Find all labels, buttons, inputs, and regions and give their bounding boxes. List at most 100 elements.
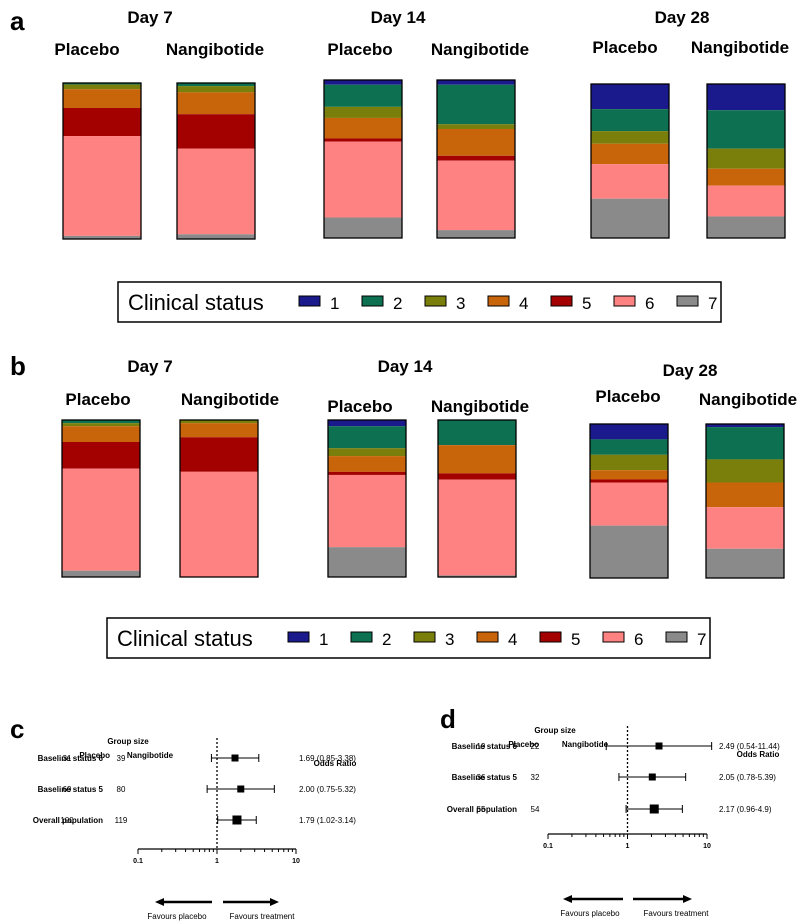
bar-segment-status-7 [437,230,515,238]
row-label: Baseline status 5 [38,785,104,794]
legend-swatch-3 [424,295,447,307]
legend-label-2: 2 [382,630,391,649]
row-treatment-n: 22 [531,742,540,751]
bar-outline [323,79,403,239]
bar-segment-status-5 [63,107,141,137]
favours-placebo-label: Favours placebo [560,909,620,918]
row-treatment-n: 80 [117,785,126,794]
bar-segment-status-3 [62,423,140,427]
row-placebo-n: 36 [477,773,486,782]
x-tick-label: 0.1 [133,858,143,865]
bar-segment-status-7 [590,525,668,578]
bar-segment-status-7 [328,547,406,577]
row-treatment-n: 119 [115,816,128,825]
row-treatment-n: 39 [117,754,126,763]
bar-segment-status-1 [590,424,668,440]
panel-letter-d: d [440,704,456,734]
legend-swatch-7 [676,295,699,307]
legend-label-5: 5 [582,294,591,313]
bar-segment-status-1 [706,424,784,428]
bar-segment-status-1 [707,84,785,111]
bar-segment-status-3 [706,459,784,483]
x-tick-label: 10 [703,843,711,850]
bar-segment-status-1 [328,420,406,427]
bar-segment-status-3 [437,124,515,129]
header-placebo: Placebo [508,740,539,749]
bar-segment-status-2 [706,427,784,460]
header-placebo: Placebo [79,751,110,760]
legend-swatch-3 [413,631,436,643]
bar-segment-status-6 [62,468,140,571]
header-odds-ratio: Odds Ratio [314,759,357,768]
bar-segment-status-2 [324,84,402,107]
bar-segment-status-7 [177,234,255,239]
group-label: Nangibotide [431,40,529,59]
day-title: Day 28 [663,361,718,380]
favours-placebo-arrowhead [155,898,164,906]
legend-swatch-1 [298,295,321,307]
favours-treatment-arrowhead [683,895,692,903]
odds-ratio-text: 2.49 (0.54-11.44) [719,742,780,751]
bar-outline [590,83,670,239]
bar-segment-status-4 [706,482,784,508]
stacked-chart-a: Day 7 Placebo Nangibotide Day 14 Placebo Nang… [54,8,789,323]
bar-outline [705,423,785,579]
panel-letter-c: c [10,714,24,744]
bar-segment-status-5 [180,437,258,472]
legend-label-7: 7 [697,630,706,649]
header-group-size: Group size [107,737,149,746]
group-label: Nangibotide [181,390,279,409]
odds-ratio-point [232,815,242,825]
bar-segment-status-4 [707,168,785,186]
row-label: Baseline status 6 [38,754,104,763]
odds-ratio-text: 1.69 (0.85-3.38) [299,754,356,763]
bar-segment-status-5 [177,114,255,149]
group-label: Placebo [54,40,119,59]
bar-segment-status-6 [180,471,258,577]
panel-letter-a: a [10,6,25,36]
group-label: Placebo [595,387,660,406]
bar-segment-status-2 [328,426,406,449]
bar-segment-status-6 [707,185,785,217]
favours-placebo-arrowhead [563,895,572,903]
bar-segment-status-1 [324,80,402,85]
bar-segment-status-4 [180,423,258,438]
bar-segment-status-4 [328,456,406,472]
bar-segment-status-2 [437,84,515,125]
bar-segment-status-4 [177,92,255,115]
bar-outline [179,419,259,578]
favours-treatment-arrowhead [270,898,279,906]
legend-label-2: 2 [393,294,402,313]
group-label: Nangibotide [431,397,529,416]
header-group-size: Group size [534,726,576,735]
bar-segment-status-2 [590,439,668,455]
legend-label-4: 4 [519,294,528,313]
bar-segment-status-3 [591,131,669,144]
legend-swatch-4 [476,631,499,643]
bar-segment-status-5 [438,473,516,480]
panel-letter-b: b [10,351,26,381]
bar-segment-status-2 [438,420,516,446]
odds-ratio-text: 2.05 (0.78-5.39) [719,773,776,782]
legend-label-3: 3 [445,630,454,649]
favours-treatment-label: Favours treatment [644,909,710,918]
day-title: Day 7 [127,357,172,376]
odds-ratio-point [231,754,239,762]
bar-segment-status-5 [62,441,140,469]
bar-outline [61,419,141,578]
bar-segment-status-4 [437,128,515,156]
bar-segment-status-2 [707,110,785,149]
forest-plot-c: Group size Placebo Nangibotide Odds Ratio 0.… [33,737,357,921]
legend-label-5: 5 [571,630,580,649]
legend-title: Clinical status [128,290,264,315]
bar-segment-status-3 [590,454,668,471]
legend-swatch-2 [350,631,373,643]
bar-segment-status-2 [177,83,255,87]
group-label: Nangibotide [699,390,797,409]
favours-treatment-label: Favours treatment [230,912,296,921]
row-treatment-n: 32 [531,773,540,782]
legend-swatch-6 [602,631,625,643]
bar-outline [176,82,256,240]
day-title: Day 14 [378,357,433,376]
bar-segment-status-5 [328,471,406,475]
